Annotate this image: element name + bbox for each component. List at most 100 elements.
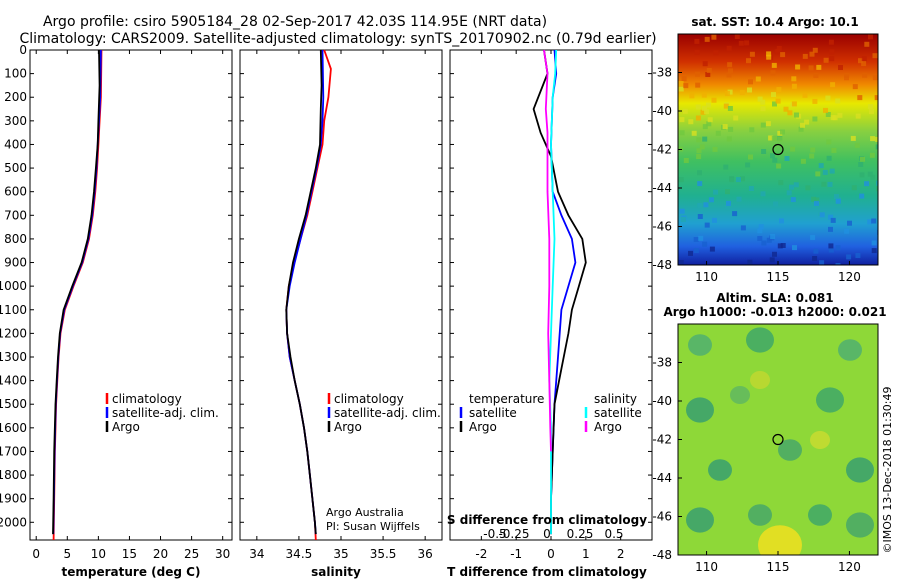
sst-pixel: [757, 96, 763, 102]
depth-tick-label: 2000: [0, 515, 27, 529]
sst-pixel: [712, 146, 718, 152]
sst-pixel: [872, 53, 878, 59]
sst-pixel: [688, 119, 694, 125]
x-tick-label: 2: [617, 547, 625, 561]
sst-map-field: [678, 34, 878, 265]
sst-pixel: [826, 139, 832, 145]
sst-pixel: [872, 75, 878, 81]
sst-pixel: [823, 107, 828, 113]
sst-pixel: [725, 189, 730, 195]
sst-pixel: [837, 112, 843, 118]
depth-tick-label: 100: [4, 67, 27, 81]
sst-pixel: [772, 251, 777, 257]
sst-pixel: [818, 163, 824, 169]
sst-pixel: [728, 126, 734, 132]
sst-pixel: [815, 171, 821, 177]
sst-pixel: [847, 220, 852, 226]
sst-pixel: [711, 97, 717, 103]
sst-pixel: [812, 256, 818, 261]
sst-pixel: [707, 117, 713, 123]
sst-pixel: [780, 243, 786, 248]
sst-pixel: [870, 174, 876, 180]
sst-pixel: [736, 196, 742, 202]
sst-pixel: [869, 109, 874, 115]
sst-pixel: [772, 101, 777, 107]
sst-pixel: [835, 98, 841, 104]
sst-pixel: [867, 171, 873, 177]
sst-pixel: [850, 135, 856, 141]
sst-pixel: [715, 130, 721, 136]
depth-tick-label: 0: [19, 43, 27, 57]
t-difference-axis-label: T difference from climatology: [447, 565, 647, 579]
sst-pixel: [858, 162, 864, 167]
argo-float-marker: [772, 433, 784, 446]
sst-pixel: [683, 158, 689, 163]
sst-pixel: [702, 136, 708, 142]
sla-anomaly-blob: [838, 339, 862, 361]
sst-pixel: [780, 129, 785, 135]
sst-pixel: [773, 201, 779, 207]
map-y-tick-label: -44: [652, 181, 672, 195]
series-line-argo: [52, 49, 101, 535]
sst-pixel: [740, 176, 745, 182]
depth-tick-label: 1100: [0, 303, 27, 317]
sst-pixel: [787, 110, 793, 116]
sst-pixel: [812, 116, 818, 122]
sst-pixel: [828, 247, 834, 253]
sst-pixel: [758, 224, 764, 230]
sst-pixel: [739, 90, 745, 96]
sst-pixel: [864, 181, 870, 187]
sst-pixel: [771, 92, 776, 98]
temperature-axis-label: temperature (deg C): [62, 565, 201, 579]
legend-label-climatology: climatology: [112, 392, 182, 406]
sst-pixel: [770, 153, 775, 159]
sst-pixel: [704, 109, 709, 115]
sst-pixel: [830, 217, 836, 223]
sst-pixel: [744, 40, 750, 46]
sst-pixel: [701, 92, 707, 98]
sla-anomaly-blob: [746, 327, 774, 353]
depth-tick-label: 1200: [0, 326, 27, 340]
x-tick-label: 30: [215, 547, 230, 561]
sst-pixel: [691, 130, 697, 136]
sst-pixel: [678, 177, 684, 183]
map-y-tick-label: -48: [652, 548, 672, 562]
sst-pixel: [870, 136, 876, 142]
s-tick-label: 0.25: [567, 527, 594, 541]
series-line-t-satellite: [550, 49, 577, 535]
map-y-tick-label: -46: [652, 510, 672, 524]
depth-tick-label: 600: [4, 185, 27, 199]
sst-pixel: [805, 185, 811, 191]
sst-pixel: [829, 49, 835, 55]
depth-tick-label: 1800: [0, 468, 27, 482]
sst-pixel: [747, 259, 753, 265]
sst-pixel: [777, 130, 783, 136]
map-y-tick-label: -40: [652, 394, 672, 408]
depth-tick-label: 1300: [0, 350, 27, 364]
sla-anomaly-blob: [758, 525, 802, 555]
sst-pixel: [828, 39, 834, 45]
sst-map-title: sat. SST: 10.4 Argo: 10.1: [691, 15, 858, 29]
sst-pixel: [703, 202, 709, 208]
sst-pixel: [771, 62, 777, 68]
sst-pixel: [678, 260, 684, 265]
sst-pixel: [678, 81, 684, 86]
sst-pixel: [855, 113, 861, 119]
sst-pixel: [819, 260, 825, 265]
salinity-panel-frame: [239, 49, 443, 541]
sst-pixel: [814, 197, 820, 203]
sst-pixel: [793, 182, 799, 188]
x-tick-label: 34: [249, 547, 264, 561]
sst-pixel: [812, 98, 818, 104]
x-tick-label: 0: [547, 547, 555, 561]
title-line-2: Climatology: CARS2009. Satellite-adjuste…: [19, 31, 656, 47]
s-tick-label: -0.25: [498, 527, 529, 541]
sst-pixel: [861, 56, 867, 62]
x-tick-label: 25: [184, 547, 199, 561]
map-x-tick-label: 115: [767, 560, 790, 574]
sst-pixel: [706, 121, 712, 127]
sst-pixel: [769, 257, 775, 263]
sst-pixel: [700, 109, 706, 115]
sst-pixel: [775, 98, 781, 104]
sst-pixel: [844, 228, 850, 234]
